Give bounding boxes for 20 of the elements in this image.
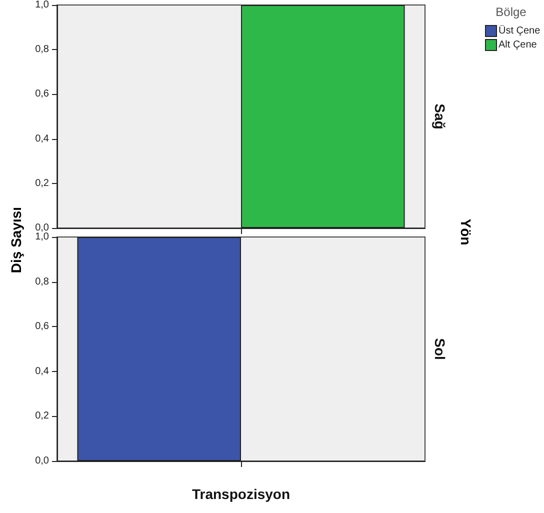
- y-tick-label: 1,0: [35, 0, 50, 10]
- x-tick-label: Transpozisyon: [192, 486, 290, 502]
- y-tick-label: 0,0: [35, 222, 50, 234]
- y-tick-label: 0,4: [35, 133, 50, 144]
- legend-label: Üst Çene: [498, 24, 541, 36]
- y-tick-label: 0,8: [35, 44, 50, 56]
- text: Sol: [432, 338, 448, 360]
- y-tick-label: 0,6: [35, 88, 50, 100]
- y-tick-label: 0,4: [35, 366, 50, 377]
- y-tick-label: 0,2: [35, 410, 50, 422]
- y-tick-label: 0,0: [35, 456, 50, 466]
- text: Yön: [458, 218, 474, 246]
- text: Sağ: [432, 104, 448, 130]
- y-axis-title: Diş Sayısı: [8, 206, 24, 274]
- y-tick-label: 0,2: [35, 178, 50, 189]
- y-tick-label: 0,6: [35, 321, 50, 332]
- y-tick-label: 1,0: [35, 232, 50, 242]
- legend-title: Bölge: [496, 5, 527, 19]
- y-tick-label: 0,8: [35, 276, 50, 288]
- legend-label: Alt Çene: [498, 40, 538, 50]
